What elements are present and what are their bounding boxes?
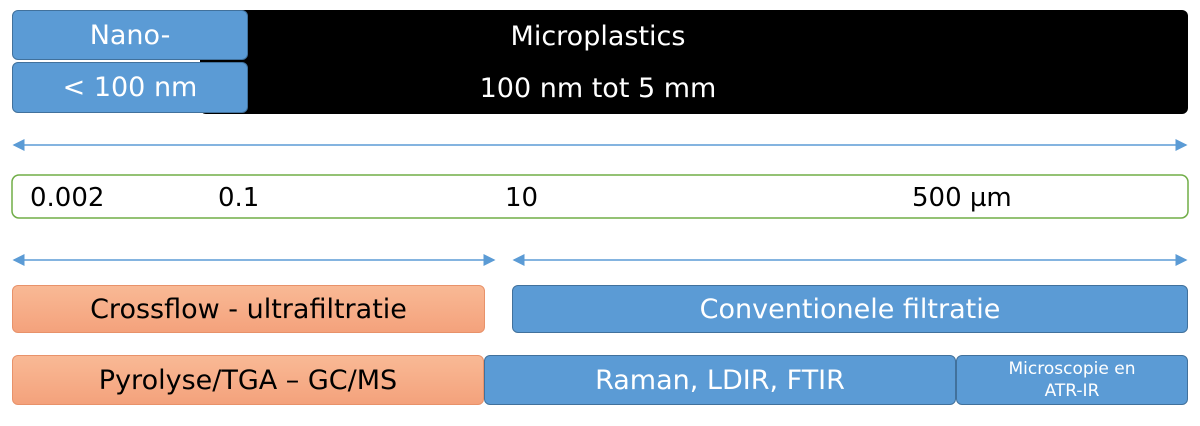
micro-range: 100 nm tot 5 mm (479, 72, 717, 104)
scale-label: 0.1 (218, 183, 260, 213)
scale-label: 0.002 (30, 183, 105, 213)
method-box: Pyrolyse/TGA – GC/MS (12, 355, 484, 405)
scale-box (11, 174, 1189, 219)
method-line: Microscopie en (1008, 359, 1136, 379)
method-box: Crossflow - ultrafiltratie (12, 285, 485, 333)
method-line: ATR-IR (1044, 381, 1100, 401)
nano-range: < 100 nm (12, 62, 248, 113)
method-box: Conventionele filtratie (512, 285, 1188, 333)
micro-background (200, 10, 1188, 114)
method-box: Raman, LDIR, FTIR (484, 355, 956, 405)
micro-label: Microplastics (510, 20, 686, 52)
scale-label: 10 (505, 183, 539, 213)
method-box: Microscopie en ATR-IR (956, 355, 1188, 405)
nano-label: Nano- (12, 10, 248, 60)
scale-label: 500 µm (912, 183, 1012, 213)
